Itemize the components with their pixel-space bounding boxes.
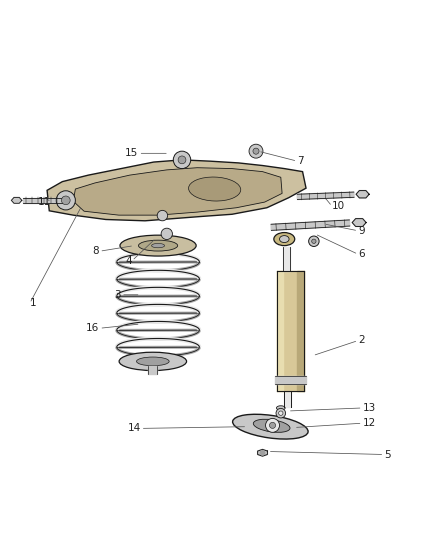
Circle shape	[269, 422, 276, 429]
Circle shape	[178, 156, 186, 164]
Text: 12: 12	[363, 418, 376, 428]
Ellipse shape	[119, 352, 187, 370]
Polygon shape	[297, 271, 304, 391]
Ellipse shape	[276, 406, 285, 410]
Ellipse shape	[312, 239, 316, 244]
Ellipse shape	[279, 411, 283, 415]
Circle shape	[56, 191, 75, 210]
Circle shape	[61, 196, 70, 205]
Ellipse shape	[233, 414, 308, 439]
Ellipse shape	[276, 408, 286, 418]
Polygon shape	[47, 160, 306, 221]
Ellipse shape	[152, 244, 165, 248]
Polygon shape	[277, 271, 304, 391]
Polygon shape	[297, 192, 354, 199]
Polygon shape	[277, 271, 283, 391]
Circle shape	[253, 148, 259, 154]
Polygon shape	[352, 219, 366, 227]
Circle shape	[157, 211, 168, 221]
Circle shape	[265, 418, 279, 432]
Text: 10: 10	[332, 201, 345, 212]
Ellipse shape	[188, 177, 241, 201]
Circle shape	[161, 228, 173, 239]
Ellipse shape	[120, 235, 196, 256]
Ellipse shape	[309, 236, 319, 246]
Text: 16: 16	[86, 324, 99, 333]
Ellipse shape	[274, 232, 295, 246]
Ellipse shape	[138, 240, 178, 251]
Text: 9: 9	[358, 226, 365, 236]
Text: 6: 6	[358, 249, 365, 260]
Text: 3: 3	[114, 290, 121, 300]
Polygon shape	[356, 191, 369, 198]
Text: 13: 13	[363, 403, 376, 413]
Circle shape	[249, 144, 263, 158]
Circle shape	[173, 151, 191, 168]
Polygon shape	[284, 391, 291, 407]
Ellipse shape	[279, 236, 289, 243]
Ellipse shape	[137, 357, 169, 366]
Text: 14: 14	[127, 423, 141, 433]
Polygon shape	[148, 366, 157, 375]
Polygon shape	[73, 168, 282, 215]
Polygon shape	[23, 198, 66, 203]
Polygon shape	[11, 197, 22, 203]
Polygon shape	[258, 449, 268, 456]
Circle shape	[260, 450, 265, 455]
Text: 8: 8	[93, 246, 99, 256]
Text: 5: 5	[385, 449, 391, 459]
Text: 2: 2	[358, 335, 365, 345]
Polygon shape	[283, 247, 290, 271]
Text: 15: 15	[125, 148, 138, 158]
Text: 11: 11	[38, 197, 51, 207]
Polygon shape	[275, 376, 306, 384]
Text: 4: 4	[125, 256, 132, 266]
Ellipse shape	[253, 419, 290, 432]
Polygon shape	[271, 220, 350, 230]
Text: 7: 7	[297, 156, 304, 166]
Text: 1: 1	[30, 298, 36, 309]
